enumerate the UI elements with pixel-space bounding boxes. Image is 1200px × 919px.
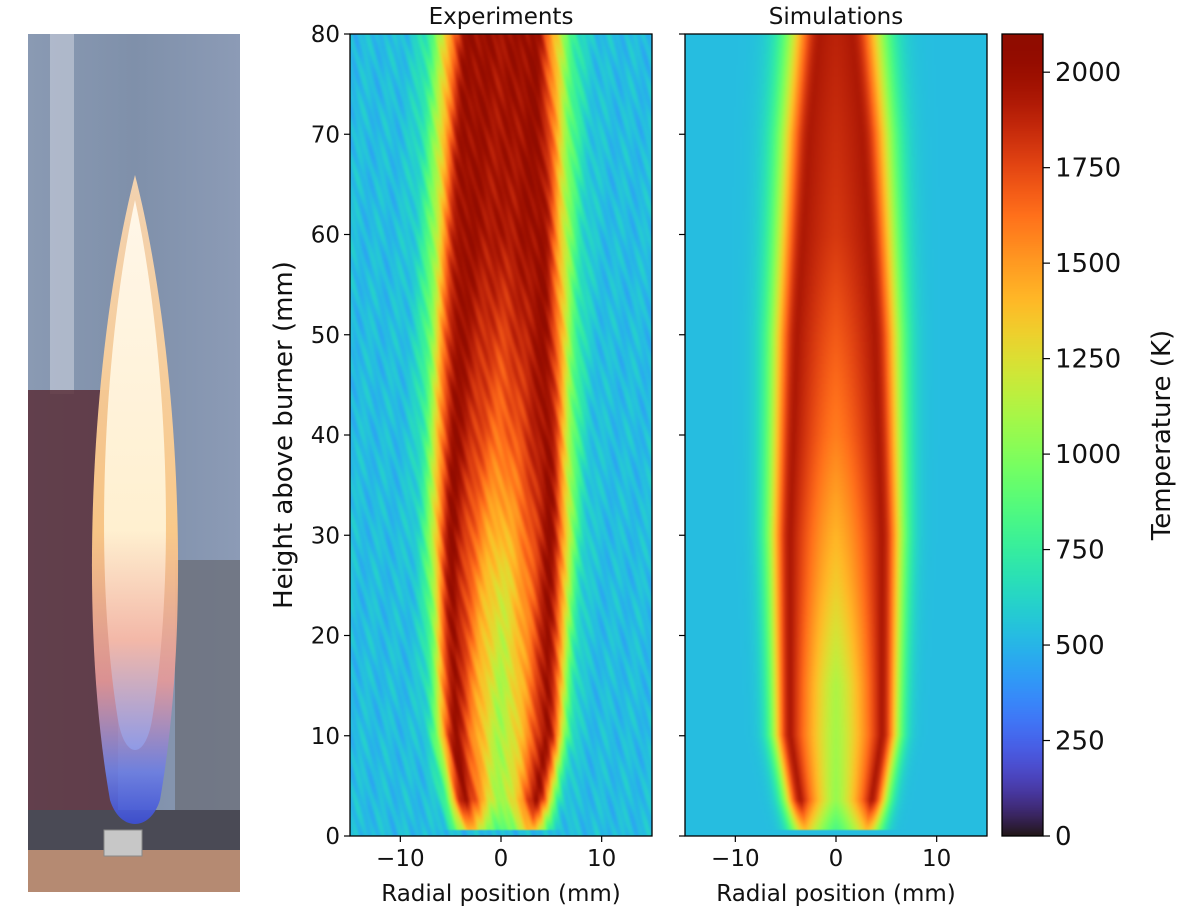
- simulations-xtick-label: 0: [829, 846, 844, 872]
- simulations-heatmap: [685, 34, 987, 836]
- colorbar-ticks: 0 250 500 750 1000 1250 1500 1750 2000: [1043, 58, 1121, 852]
- simulations-title: Simulations: [769, 4, 904, 30]
- simulations-xlabel: Radial position (mm): [716, 881, 956, 907]
- experiments-xtick-label: 10: [587, 846, 616, 872]
- experiments-xtick-label: −10: [376, 846, 425, 872]
- colorbar: 0 250 500 750 1000 1250 1500 1750 2000 Temperatu…: [1001, 33, 1177, 852]
- experiments-ylabel: Height above burner (mm): [269, 261, 299, 609]
- experiments-ytick-label: 70: [311, 122, 340, 148]
- experiments-ytick-label: 60: [311, 223, 340, 249]
- colorbar-label: Temperature (K): [1147, 330, 1177, 541]
- flame-photo: [28, 34, 240, 892]
- colorbar-tick-label: 1500: [1055, 249, 1121, 279]
- colorbar-tick-label: 2000: [1055, 58, 1121, 88]
- experiments-ytick-label: 40: [311, 423, 340, 449]
- colorbar-tick-label: 1250: [1055, 345, 1121, 375]
- experiments-xlabel: Radial position (mm): [381, 881, 621, 907]
- colorbar-tick-label: 250: [1055, 727, 1105, 757]
- simulations-ticks: −10 0 10: [679, 33, 951, 872]
- experiments-title: Experiments: [429, 4, 574, 30]
- colorbar-tick-label: 0: [1055, 822, 1072, 852]
- experiments-ytick-label: 80: [311, 22, 340, 48]
- experiments-ticks: −10 0 10 0 10 20 30 40 50 60 70 80: [311, 22, 617, 872]
- colorbar-tick-label: 1000: [1055, 440, 1121, 470]
- experiments-ytick-label: 30: [311, 523, 340, 549]
- experiments-xtick-label: 0: [494, 846, 509, 872]
- experiments-ytick-label: 10: [311, 724, 340, 750]
- colorbar-tick-label: 750: [1055, 536, 1105, 566]
- simulations-plot: Simulations Radial position (mm) −10 0 10: [679, 4, 988, 907]
- experiments-ytick-label: 20: [311, 624, 340, 650]
- experiments-heatmap: [350, 34, 652, 836]
- experiments-ytick-label: 0: [325, 824, 340, 850]
- experiments-plot: Experiments Radial position (mm) Height …: [269, 4, 653, 907]
- colorbar-tick-label: 500: [1055, 631, 1105, 661]
- colorbar-gradient: [1002, 34, 1043, 836]
- simulations-xtick-label: 10: [922, 846, 951, 872]
- colorbar-tick-label: 1750: [1055, 154, 1121, 184]
- simulations-xtick-label: −10: [711, 846, 760, 872]
- experiments-ytick-label: 50: [311, 323, 340, 349]
